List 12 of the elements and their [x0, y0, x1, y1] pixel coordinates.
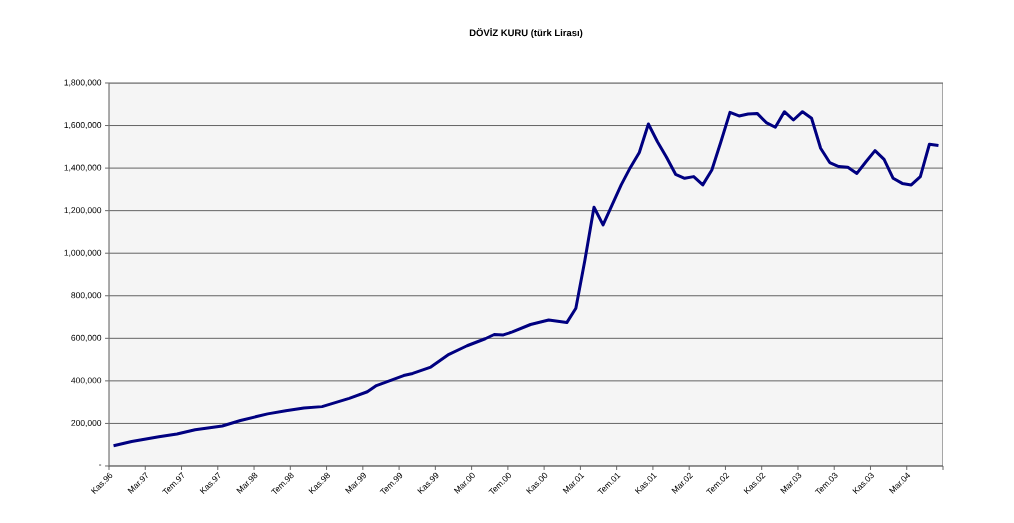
y-tick-label: 200,000	[71, 419, 102, 427]
y-tick-label: 400,000	[71, 377, 102, 385]
y-tick-label: 1,000,000	[64, 249, 102, 257]
chart-title: DÖVİZ KURU (türk Lirası)	[469, 27, 583, 39]
y-tick-label: 1,200,000	[64, 207, 102, 215]
y-tick-label: 1,600,000	[64, 122, 102, 130]
y-tick-label: 600,000	[71, 334, 102, 342]
y-tick-label: -	[99, 464, 102, 466]
line-series	[112, 110, 940, 448]
y-tick-label: 1,800,000	[64, 79, 102, 87]
y-tick-label: 800,000	[71, 292, 102, 300]
y-tick-label: 1,400,000	[64, 164, 102, 172]
